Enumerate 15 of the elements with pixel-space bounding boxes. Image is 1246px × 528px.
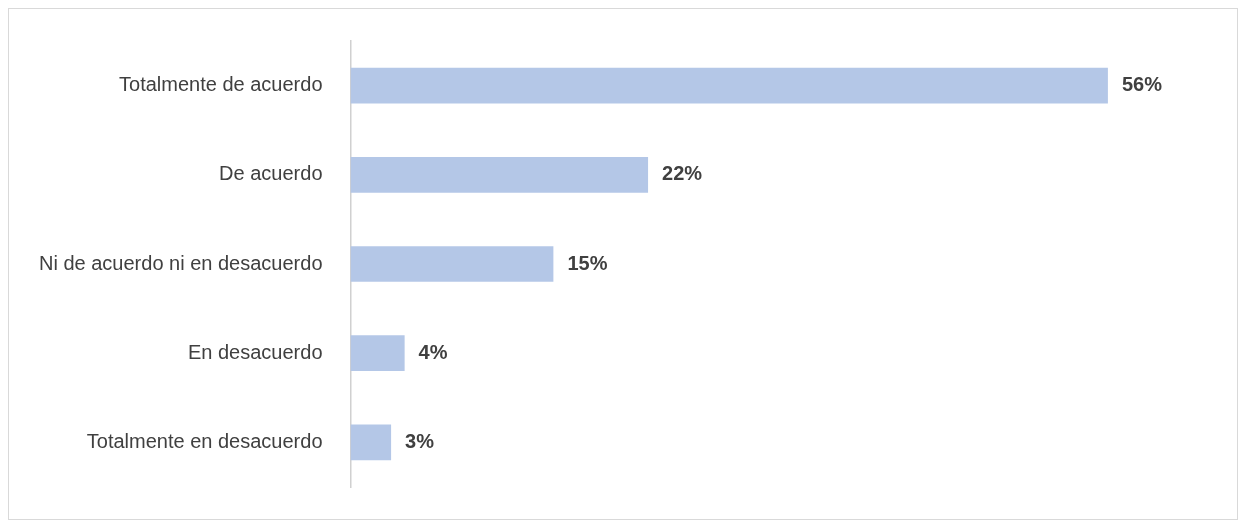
y-tick-label: Ni de acuerdo ni en desacuerdo xyxy=(38,251,323,274)
bar xyxy=(350,424,392,461)
y-tick-label: En desacuerdo xyxy=(187,340,323,363)
y-tick-label: Totalmente de acuerdo xyxy=(119,73,323,96)
bar xyxy=(350,246,554,282)
data-label: 15% xyxy=(567,251,608,274)
data-label: 4% xyxy=(418,340,448,363)
y-tick-label: De acuerdo xyxy=(219,162,323,185)
data-label: 56% xyxy=(1121,73,1163,96)
bar xyxy=(350,67,1108,104)
data-label: 22% xyxy=(662,162,703,185)
data-label: 3% xyxy=(405,429,435,452)
bar xyxy=(350,335,405,372)
bar xyxy=(350,156,649,193)
y-tick-label: Totalmente en desacuerdo xyxy=(86,429,323,452)
